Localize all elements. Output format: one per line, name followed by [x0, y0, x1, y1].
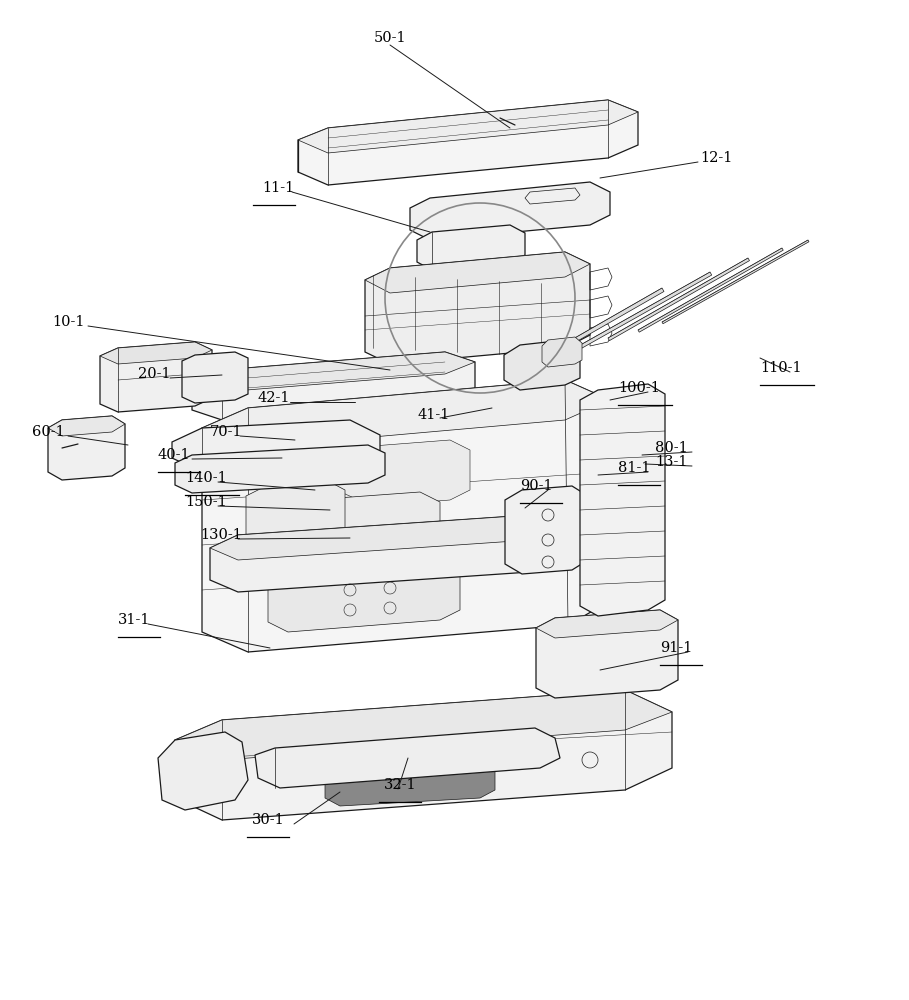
Polygon shape: [298, 100, 638, 153]
Text: 140-1: 140-1: [185, 471, 226, 485]
Polygon shape: [504, 340, 580, 390]
Polygon shape: [325, 754, 495, 806]
Text: 10-1: 10-1: [52, 315, 85, 329]
Text: 31-1: 31-1: [118, 613, 151, 627]
Text: 130-1: 130-1: [200, 528, 242, 542]
Polygon shape: [182, 352, 248, 403]
Text: 110-1: 110-1: [760, 361, 802, 375]
Polygon shape: [100, 342, 212, 412]
Polygon shape: [608, 258, 750, 341]
Text: 41-1: 41-1: [418, 408, 450, 422]
Polygon shape: [662, 240, 809, 324]
Polygon shape: [536, 610, 678, 698]
Text: 40-1: 40-1: [158, 448, 191, 462]
Text: 11-1: 11-1: [263, 181, 295, 195]
Polygon shape: [210, 515, 558, 560]
Polygon shape: [246, 482, 345, 542]
Polygon shape: [192, 352, 475, 392]
Polygon shape: [536, 610, 678, 638]
Text: 60-1: 60-1: [32, 425, 65, 439]
Polygon shape: [638, 248, 784, 332]
Polygon shape: [48, 416, 125, 436]
Polygon shape: [172, 420, 380, 472]
Polygon shape: [192, 352, 475, 420]
Polygon shape: [545, 288, 664, 358]
Text: 30-1: 30-1: [252, 813, 285, 827]
Polygon shape: [268, 550, 460, 632]
Text: 100-1: 100-1: [618, 381, 660, 395]
Polygon shape: [175, 690, 672, 760]
Polygon shape: [365, 252, 590, 293]
Polygon shape: [255, 728, 560, 788]
Text: 81-1: 81-1: [618, 461, 651, 475]
Polygon shape: [210, 515, 558, 592]
Text: 20-1: 20-1: [138, 367, 171, 381]
Text: 70-1: 70-1: [210, 425, 243, 439]
Polygon shape: [175, 445, 385, 493]
Text: 90-1: 90-1: [520, 479, 553, 493]
Polygon shape: [542, 337, 582, 367]
Polygon shape: [365, 252, 590, 364]
Polygon shape: [175, 690, 672, 820]
Polygon shape: [410, 182, 610, 240]
Text: 32-1: 32-1: [384, 778, 416, 792]
Polygon shape: [505, 486, 588, 574]
Polygon shape: [48, 416, 125, 480]
Text: 13-1: 13-1: [655, 455, 687, 469]
Text: 91-1: 91-1: [660, 641, 693, 655]
Text: 80-1: 80-1: [655, 441, 688, 455]
Polygon shape: [275, 440, 470, 512]
Polygon shape: [100, 342, 212, 364]
Polygon shape: [575, 272, 712, 351]
Text: 12-1: 12-1: [700, 151, 733, 165]
Text: 42-1: 42-1: [258, 391, 291, 405]
Polygon shape: [417, 225, 525, 270]
Text: 150-1: 150-1: [185, 495, 226, 509]
Polygon shape: [202, 380, 610, 448]
Polygon shape: [158, 732, 248, 810]
Polygon shape: [298, 100, 638, 185]
Polygon shape: [288, 492, 440, 578]
Polygon shape: [580, 384, 665, 616]
Polygon shape: [202, 380, 612, 652]
Text: 50-1: 50-1: [374, 31, 406, 45]
